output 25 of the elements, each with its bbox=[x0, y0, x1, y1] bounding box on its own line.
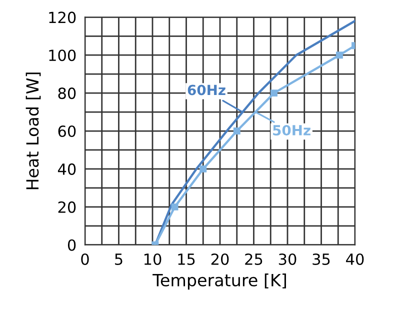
legend-label: 50Hz bbox=[273, 125, 310, 136]
x-tick-label: 5 bbox=[115, 254, 122, 266]
point bbox=[233, 128, 240, 134]
series-label: 60Hz bbox=[188, 84, 226, 96]
x-axis-title: Temperature [K] bbox=[152, 274, 286, 290]
x-tick-label: 15 bbox=[178, 254, 195, 266]
x-tick-label: 30 bbox=[278, 253, 296, 266]
x-tick-label: 35 bbox=[312, 253, 330, 266]
x-tick-label: 20 bbox=[211, 253, 229, 266]
y-tick-label: 40 bbox=[58, 163, 76, 175]
x-tick-label: 10 bbox=[144, 253, 162, 266]
y-tick-label: 60 bbox=[58, 125, 76, 138]
point bbox=[171, 203, 178, 210]
point bbox=[336, 52, 343, 59]
point bbox=[270, 90, 278, 97]
y-tick-label: 80 bbox=[58, 88, 76, 100]
point bbox=[200, 165, 207, 172]
y-tick-label: 120 bbox=[49, 12, 76, 24]
y-tick-label: 0 bbox=[68, 239, 76, 251]
y-tick-label: 100 bbox=[49, 50, 76, 62]
x-tick-label: 0 bbox=[81, 253, 89, 266]
x-tick-label: 40 bbox=[346, 253, 364, 266]
y-tick-label: 20 bbox=[58, 201, 76, 213]
y-axis-title: Heat Load [W] bbox=[26, 72, 41, 190]
x-tick-label: 25 bbox=[245, 253, 262, 266]
